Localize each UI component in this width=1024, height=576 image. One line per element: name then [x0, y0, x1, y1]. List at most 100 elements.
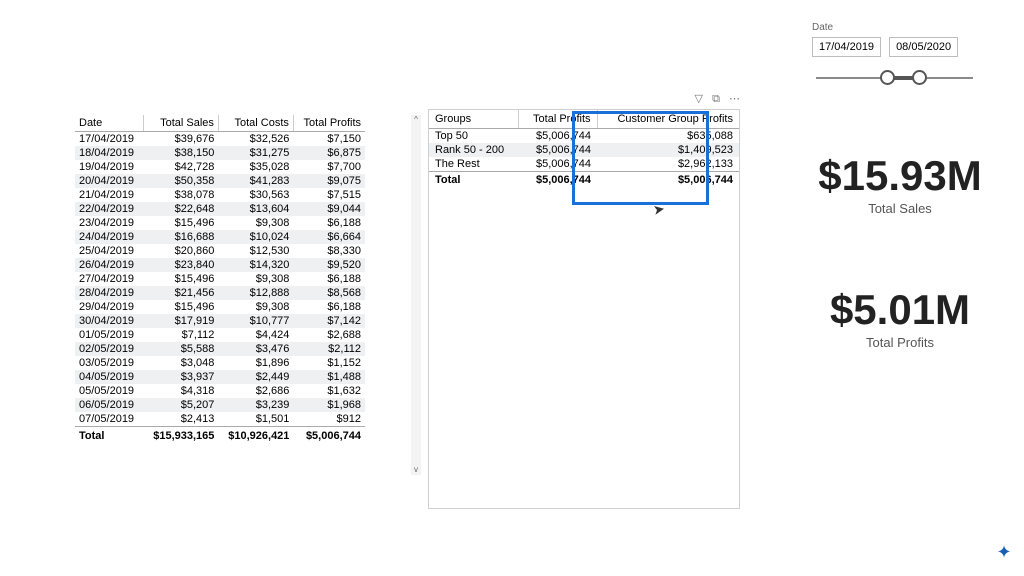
cell: 02/05/2019: [75, 342, 143, 356]
kpi-total-sales[interactable]: $15.93M Total Sales: [790, 152, 1010, 216]
table-row[interactable]: 28/04/2019$21,456$12,888$8,568: [75, 286, 365, 300]
sales-total-label: Total: [75, 427, 143, 446]
cell: $2,962,133: [597, 157, 739, 172]
cell: $42,728: [143, 160, 218, 174]
table-row[interactable]: 04/05/2019$3,937$2,449$1,488: [75, 370, 365, 384]
table-row[interactable]: 07/05/2019$2,413$1,501$912: [75, 412, 365, 427]
cell: $5,207: [143, 398, 218, 412]
cell: $50,358: [143, 174, 218, 188]
col-total-profits[interactable]: Total Profits: [293, 115, 365, 132]
col-group-total-profits[interactable]: Total Profits: [519, 110, 597, 129]
focus-mode-icon[interactable]: ⧉: [712, 93, 720, 105]
table-row[interactable]: The Rest$5,006,744$2,962,133: [429, 157, 739, 172]
slicer-handle-start[interactable]: [880, 70, 895, 85]
cell: $4,424: [218, 328, 293, 342]
cell: $6,875: [293, 146, 365, 160]
cell: $38,150: [143, 146, 218, 160]
groups-visual-header-icons: ▽ ⧉ ⋯: [428, 92, 740, 108]
cell: $3,476: [218, 342, 293, 356]
cell: $3,937: [143, 370, 218, 384]
cell: $912: [293, 412, 365, 427]
col-date[interactable]: Date: [75, 115, 143, 132]
cell: $32,526: [218, 132, 293, 147]
scroll-up-arrow-icon[interactable]: ^: [411, 115, 421, 125]
slicer-end-date[interactable]: 08/05/2020: [889, 37, 958, 57]
cell: $5,006,744: [519, 143, 597, 157]
more-options-icon[interactable]: ⋯: [729, 93, 740, 105]
cell: 03/05/2019: [75, 356, 143, 370]
table-row[interactable]: 18/04/2019$38,150$31,275$6,875: [75, 146, 365, 160]
cell: $12,888: [218, 286, 293, 300]
cell: $2,686: [218, 384, 293, 398]
cell: $15,496: [143, 272, 218, 286]
table-row[interactable]: Rank 50 - 200$5,006,744$1,409,523: [429, 143, 739, 157]
cell: 19/04/2019: [75, 160, 143, 174]
slicer-handle-end[interactable]: [912, 70, 927, 85]
scroll-down-arrow-icon[interactable]: v: [411, 465, 421, 475]
col-total-costs[interactable]: Total Costs: [218, 115, 293, 132]
table-row[interactable]: 19/04/2019$42,728$35,028$7,700: [75, 160, 365, 174]
funnel-icon[interactable]: ▽: [695, 93, 703, 105]
table-row[interactable]: 30/04/2019$17,919$10,777$7,142: [75, 314, 365, 328]
slicer-track[interactable]: [812, 69, 977, 87]
col-customer-group-profits[interactable]: Customer Group Profits: [597, 110, 739, 129]
table-row[interactable]: 01/05/2019$7,112$4,424$2,688: [75, 328, 365, 342]
cell: $9,308: [218, 272, 293, 286]
date-slicer[interactable]: Date 17/04/2019 08/05/2020: [812, 22, 977, 87]
cell: $31,275: [218, 146, 293, 160]
sales-table: Date Total Sales Total Costs Total Profi…: [75, 115, 365, 445]
cell: $9,308: [218, 300, 293, 314]
cell: $3,048: [143, 356, 218, 370]
cell: Top 50: [429, 129, 519, 144]
table-row[interactable]: 23/04/2019$15,496$9,308$6,188: [75, 216, 365, 230]
table-row[interactable]: 29/04/2019$15,496$9,308$6,188: [75, 300, 365, 314]
table-row[interactable]: 21/04/2019$38,078$30,563$7,515: [75, 188, 365, 202]
cell: $1,501: [218, 412, 293, 427]
cell: $5,006,744: [519, 129, 597, 144]
table-row[interactable]: Top 50$5,006,744$635,088: [429, 129, 739, 144]
table-row[interactable]: 17/04/2019$39,676$32,526$7,150: [75, 132, 365, 147]
cell: 01/05/2019: [75, 328, 143, 342]
cell: $7,142: [293, 314, 365, 328]
cell: $2,688: [293, 328, 365, 342]
cell: $22,648: [143, 202, 218, 216]
cell: $6,188: [293, 272, 365, 286]
kpi-total-profits-caption: Total Profits: [790, 335, 1010, 350]
cell: $1,968: [293, 398, 365, 412]
cell: $10,024: [218, 230, 293, 244]
table-row[interactable]: 06/05/2019$5,207$3,239$1,968: [75, 398, 365, 412]
cell: $20,860: [143, 244, 218, 258]
cell: 26/04/2019: [75, 258, 143, 272]
table-row[interactable]: 27/04/2019$15,496$9,308$6,188: [75, 272, 365, 286]
cell: $6,188: [293, 300, 365, 314]
cell: $12,530: [218, 244, 293, 258]
table-row[interactable]: 20/04/2019$50,358$41,283$9,075: [75, 174, 365, 188]
groups-table[interactable]: Groups Total Profits Customer Group Prof…: [428, 109, 740, 509]
cell: $1,409,523: [597, 143, 739, 157]
cell: $2,413: [143, 412, 218, 427]
sales-table-scrollbar[interactable]: ^ v: [411, 115, 421, 475]
cell: $9,044: [293, 202, 365, 216]
table-row[interactable]: 25/04/2019$20,860$12,530$8,330: [75, 244, 365, 258]
cell: 27/04/2019: [75, 272, 143, 286]
table-row[interactable]: 24/04/2019$16,688$10,024$6,664: [75, 230, 365, 244]
table-row[interactable]: 03/05/2019$3,048$1,896$1,152: [75, 356, 365, 370]
cell: $10,777: [218, 314, 293, 328]
sales-totals-row: Total $15,933,165 $10,926,421 $5,006,744: [75, 427, 365, 446]
table-row[interactable]: 26/04/2019$23,840$14,320$9,520: [75, 258, 365, 272]
cell: 06/05/2019: [75, 398, 143, 412]
mouse-cursor-icon: ➤: [652, 200, 667, 219]
cell: $15,496: [143, 300, 218, 314]
cell: $7,150: [293, 132, 365, 147]
table-row[interactable]: 05/05/2019$4,318$2,686$1,632: [75, 384, 365, 398]
slicer-start-date[interactable]: 17/04/2019: [812, 37, 881, 57]
cell: $9,075: [293, 174, 365, 188]
table-row[interactable]: 02/05/2019$5,588$3,476$2,112: [75, 342, 365, 356]
cell: 23/04/2019: [75, 216, 143, 230]
col-groups[interactable]: Groups: [429, 110, 519, 129]
cell: $9,520: [293, 258, 365, 272]
col-total-sales[interactable]: Total Sales: [143, 115, 218, 132]
cell: 18/04/2019: [75, 146, 143, 160]
table-row[interactable]: 22/04/2019$22,648$13,604$9,044: [75, 202, 365, 216]
kpi-total-profits[interactable]: $5.01M Total Profits: [790, 286, 1010, 350]
